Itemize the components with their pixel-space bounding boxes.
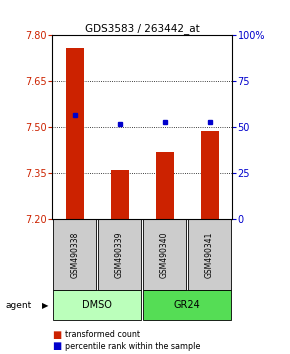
Text: ▶: ▶ (42, 301, 48, 310)
Text: ■: ■ (52, 341, 61, 351)
Bar (111, 170, 129, 219)
Text: GSM490339: GSM490339 (115, 232, 124, 278)
Bar (53, 219, 96, 290)
Bar (143, 219, 186, 290)
Text: DMSO: DMSO (82, 300, 112, 310)
Text: GSM490340: GSM490340 (160, 232, 169, 278)
Text: GR24: GR24 (174, 300, 200, 310)
Bar (188, 219, 231, 290)
Text: GSM490338: GSM490338 (70, 232, 79, 278)
Text: GSM490341: GSM490341 (205, 232, 214, 278)
Text: percentile rank within the sample: percentile rank within the sample (65, 342, 201, 351)
Text: agent: agent (6, 301, 32, 310)
Bar (143, 290, 231, 320)
Text: transformed count: transformed count (65, 330, 140, 339)
Bar (66, 48, 84, 219)
Bar (155, 152, 173, 219)
Bar (201, 131, 219, 219)
Title: GDS3583 / 263442_at: GDS3583 / 263442_at (85, 23, 200, 34)
Bar (53, 290, 141, 320)
Bar (98, 219, 141, 290)
Text: ■: ■ (52, 330, 61, 339)
